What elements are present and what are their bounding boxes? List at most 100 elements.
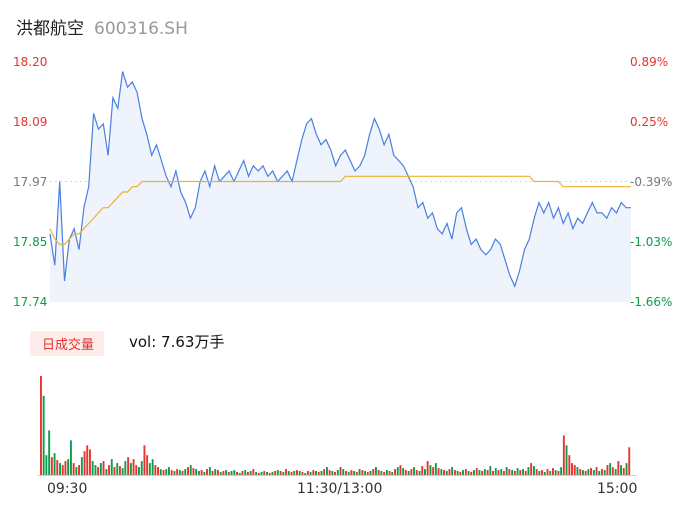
volume-bar xyxy=(565,445,568,475)
volume-bar xyxy=(516,468,519,475)
volume-bar xyxy=(380,471,383,475)
volume-bar xyxy=(208,467,211,475)
volume-bar xyxy=(317,472,320,475)
volume-bar xyxy=(587,469,590,475)
volume-bar xyxy=(448,469,451,475)
volume-bar xyxy=(339,467,342,475)
volume-bar xyxy=(165,469,168,475)
volume-bar xyxy=(67,459,70,475)
volume-bar xyxy=(203,472,206,475)
volume-bar xyxy=(184,469,187,475)
volume-bar xyxy=(388,471,391,475)
volume-bar xyxy=(132,459,135,475)
volume-bar xyxy=(535,469,538,475)
volume-bar xyxy=(127,457,130,475)
volume-bar xyxy=(238,473,241,475)
volume-bar xyxy=(290,472,293,475)
volume-bar xyxy=(102,461,105,475)
volume-bar xyxy=(434,463,437,475)
volume-bar xyxy=(146,455,149,475)
volume-bar xyxy=(249,471,252,475)
x-tick-close: 15:00 xyxy=(597,481,638,497)
volume-bar xyxy=(293,471,296,475)
volume-bar xyxy=(309,472,312,475)
volume-bar xyxy=(241,471,244,475)
volume-bar xyxy=(503,471,505,475)
price-area xyxy=(50,71,631,302)
volume-bar xyxy=(347,472,350,475)
volume-bar xyxy=(83,451,86,475)
y-tick-left-3: 17.85 xyxy=(13,235,48,249)
volume-bar xyxy=(296,470,298,476)
volume-bar xyxy=(222,471,225,475)
volume-bar xyxy=(138,467,140,475)
volume-bar xyxy=(40,376,42,475)
y-tick-left-2: 17.97 xyxy=(13,175,48,189)
volume-bar xyxy=(334,472,336,475)
volume-bar xyxy=(353,471,356,475)
volume-bar xyxy=(483,469,486,475)
y-tick-right-4: -1.66% xyxy=(630,295,673,309)
volume-bar xyxy=(445,471,448,475)
volume-bar xyxy=(257,473,260,475)
y-tick-left-1: 18.09 xyxy=(13,115,48,129)
volume-bar xyxy=(247,472,249,475)
volume-bar xyxy=(75,467,78,475)
volume-bar xyxy=(568,455,571,475)
volume-bar xyxy=(366,472,369,475)
volume-bar xyxy=(429,465,432,475)
volume-bar xyxy=(571,463,573,475)
volume-bar xyxy=(625,463,628,475)
volume-bar xyxy=(628,447,631,475)
volume-bar xyxy=(328,470,331,476)
volume-bar xyxy=(486,470,489,476)
volume-bar xyxy=(582,470,584,476)
volume-bar xyxy=(456,471,459,475)
volume-bar xyxy=(350,470,353,476)
volume-bar xyxy=(543,472,546,475)
volume-bar xyxy=(546,469,549,475)
volume-bar xyxy=(260,472,263,475)
stock-header: 洪都航空 600316.SH xyxy=(16,14,188,39)
volume-bar xyxy=(287,471,290,475)
volume-bar xyxy=(105,469,108,475)
volume-bar xyxy=(320,471,323,475)
volume-bar xyxy=(266,472,268,475)
volume-bar xyxy=(415,470,418,476)
volume-bar xyxy=(481,471,484,475)
volume-bar xyxy=(530,463,533,475)
volume-bar xyxy=(595,467,598,475)
volume-bar xyxy=(513,471,516,475)
volume-bar xyxy=(464,469,467,475)
volume-bar xyxy=(53,453,56,475)
volume-bar xyxy=(410,469,413,475)
volume-bar xyxy=(505,467,508,475)
volume-bar xyxy=(426,461,429,475)
volume-bar xyxy=(61,465,64,475)
volume-bar xyxy=(326,467,328,475)
volume-bar xyxy=(361,470,364,476)
volume-bar xyxy=(358,469,361,475)
volume-bar xyxy=(274,471,277,475)
volume-bar xyxy=(524,471,527,475)
volume-bar xyxy=(497,470,500,476)
volume-bar xyxy=(492,471,494,475)
volume-bar xyxy=(301,472,304,475)
volume-bar xyxy=(108,465,110,475)
volume-bar xyxy=(143,445,146,475)
volume-bar xyxy=(198,471,200,475)
volume-bar xyxy=(336,470,339,476)
volume-bar xyxy=(94,465,97,475)
volume-bar xyxy=(187,467,189,475)
volume-bar xyxy=(342,469,345,475)
volume-bar xyxy=(557,471,560,475)
volume-bar xyxy=(121,468,124,475)
volume-bar xyxy=(268,473,271,475)
volume-bar xyxy=(282,472,285,475)
volume-bar xyxy=(407,471,410,475)
volume-bar xyxy=(59,463,61,475)
volume-bar xyxy=(192,468,195,475)
volume-bar xyxy=(369,471,372,475)
volume-bar xyxy=(48,430,51,475)
volume-bar xyxy=(413,467,415,475)
